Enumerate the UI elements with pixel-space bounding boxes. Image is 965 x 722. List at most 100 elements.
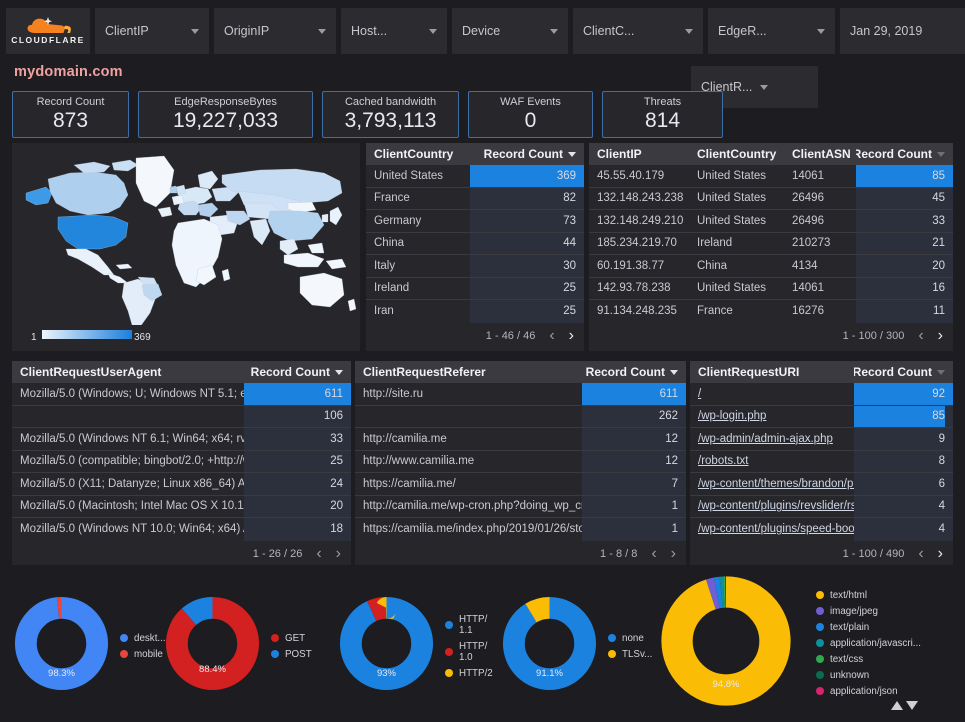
donut-device-type[interactable]: 98.3% (12, 594, 111, 698)
legend-item[interactable]: mobile (120, 649, 166, 660)
legend-item[interactable]: image/jpeg (816, 606, 921, 617)
filter-originip[interactable]: OriginIP (214, 8, 336, 54)
table-row[interactable]: /wp-content/themes/brandon/plu... 6 (690, 473, 953, 496)
table-row[interactable]: https://camilia.me/ 7 (355, 473, 686, 496)
legend-item[interactable]: application/javascri... (816, 638, 921, 649)
table-row[interactable]: 60.191.38.77 China 4134 20 (589, 255, 953, 278)
legend-item[interactable]: application/json (816, 686, 921, 697)
world-choropleth-map[interactable] (12, 145, 360, 325)
table-row[interactable]: 142.93.78.238 United States 14061 16 (589, 277, 953, 300)
donut-svg[interactable] (500, 594, 599, 693)
legend-item[interactable]: none (608, 633, 652, 644)
cell-uri[interactable]: /robots.txt (698, 455, 749, 468)
filter-edgeresponse[interactable]: EdgeR... (708, 8, 835, 54)
donut-content-type[interactable]: 94.8% (658, 573, 794, 714)
table-row[interactable]: https://camilia.me/index.php/2019/01/26/… (355, 518, 686, 541)
table-client-country[interactable]: ClientCountry Record Count United States… (366, 143, 584, 351)
table-row[interactable]: 132.148.249.210 United States 26496 33 (589, 210, 953, 233)
filter-device[interactable]: Device (452, 8, 568, 54)
col-header-record-count[interactable]: Record Count (856, 147, 953, 161)
prev-page-icon[interactable]: ‹ (651, 544, 657, 562)
col-header-record-count[interactable]: Record Count (244, 365, 351, 379)
sort-ascending-icon[interactable] (891, 701, 903, 710)
table-row[interactable]: 106 (12, 405, 351, 428)
table-row[interactable]: / 92 (690, 383, 953, 406)
col-header-clientcountry[interactable]: ClientCountry (374, 147, 454, 161)
cell-uri[interactable]: /wp-content/plugins/speed-booste... (698, 523, 854, 536)
legend-item[interactable]: GET (271, 633, 312, 644)
col-header-referer[interactable]: ClientRequestReferer (363, 365, 486, 379)
legend-item[interactable]: HTTP/ 1.1 (445, 614, 493, 636)
table-row[interactable]: http://www.camilia.me 12 (355, 450, 686, 473)
table-row[interactable]: France 82 (366, 187, 584, 210)
cell-uri[interactable]: / (698, 387, 702, 400)
cell-uri[interactable]: /wp-content/themes/brandon/plu... (698, 477, 854, 490)
table-row[interactable]: 45.55.40.179 United States 14061 85 (589, 165, 953, 188)
filter-clientcountry[interactable]: ClientC... (573, 8, 703, 54)
donut-svg[interactable] (12, 594, 111, 693)
table-row[interactable]: 185.234.219.70 Ireland 210273 21 (589, 232, 953, 255)
table-row[interactable]: /wp-content/plugins/speed-booste... 4 (690, 518, 953, 541)
table-row[interactable]: /wp-admin/admin-ajax.php 9 (690, 428, 953, 451)
next-page-icon[interactable]: › (335, 544, 341, 562)
cell-uri[interactable]: /wp-content/plugins/revslider/rs-p... (698, 500, 854, 513)
table-row[interactable]: Mozilla/5.0 (Windows NT 6.1; Win64; x64;… (12, 428, 351, 451)
table-row[interactable]: /wp-content/plugins/revslider/rs-p... 4 (690, 495, 953, 518)
cell-uri[interactable]: /wp-admin/admin-ajax.php (698, 432, 833, 445)
table-row[interactable]: China 44 (366, 232, 584, 255)
table-client-request-referer[interactable]: ClientRequestReferer Record Count http:/… (355, 361, 686, 565)
cell-uri[interactable]: /wp-login.php (698, 410, 767, 423)
legend-item[interactable]: HTTP/2 (445, 668, 493, 679)
legend-item[interactable]: POST (271, 649, 312, 660)
prev-page-icon[interactable]: ‹ (918, 326, 924, 344)
table-row[interactable]: United States 369 (366, 165, 584, 188)
table-client-request-user-agent[interactable]: ClientRequestUserAgent Record Count Mozi… (12, 361, 351, 565)
table-client-ip[interactable]: ClientIP ClientCountry ClientASN Record … (589, 143, 953, 351)
table-row[interactable]: /wp-login.php 85 (690, 405, 953, 428)
legend-item[interactable]: text/plain (816, 622, 921, 633)
donut-http-method[interactable]: 88.4% (163, 594, 262, 698)
legend-item[interactable]: deskt... (120, 633, 166, 644)
donut-svg[interactable] (658, 573, 794, 709)
legend-item[interactable]: text/css (816, 654, 921, 665)
table-row[interactable]: Mozilla/5.0 (compatible; bingbot/2.0; +h… (12, 450, 351, 473)
prev-page-icon[interactable]: ‹ (316, 544, 322, 562)
filter-clientip[interactable]: ClientIP (95, 8, 209, 54)
donut-svg[interactable] (163, 594, 262, 693)
col-header-record-count[interactable]: Record Count (470, 147, 584, 161)
table-row[interactable]: Italy 30 (366, 255, 584, 278)
prev-page-icon[interactable]: ‹ (918, 544, 924, 562)
legend-item[interactable]: TLSv... (608, 649, 652, 660)
col-header-clientip[interactable]: ClientIP (597, 147, 642, 161)
donut-tls-version[interactable]: 91.1% (500, 594, 599, 698)
col-header-uri[interactable]: ClientRequestURI (698, 365, 800, 379)
table-client-request-uri[interactable]: ClientRequestURI Record Count / 92 /wp-l… (690, 361, 953, 565)
next-page-icon[interactable]: › (937, 544, 943, 562)
col-header-record-count[interactable]: Record Count (582, 365, 686, 379)
donut-http-protocol[interactable]: 93% (337, 594, 436, 698)
table-row[interactable]: 132.148.243.238 United States 26496 45 (589, 187, 953, 210)
col-header-clientcountry[interactable]: ClientCountry (697, 147, 777, 161)
table-row[interactable]: http://camilia.me/wp-cron.php?doing_wp_c… (355, 495, 686, 518)
legend-item[interactable]: unknown (816, 670, 921, 681)
sort-descending-icon[interactable] (906, 701, 918, 710)
table-row[interactable]: 262 (355, 405, 686, 428)
donut-svg[interactable] (337, 594, 436, 693)
legend-item[interactable]: text/html (816, 590, 921, 601)
next-page-icon[interactable]: › (568, 326, 574, 344)
table-row[interactable]: 91.134.248.235 France 16276 11 (589, 300, 953, 323)
filter-host[interactable]: Host... (341, 8, 447, 54)
table-row[interactable]: Iran 25 (366, 300, 584, 323)
table-row[interactable]: Ireland 25 (366, 277, 584, 300)
prev-page-icon[interactable]: ‹ (549, 326, 555, 344)
table-row[interactable]: Mozilla/5.0 (Windows; U; Windows NT 5.1;… (12, 383, 351, 406)
table-row[interactable]: Mozilla/5.0 (X11; Datanyze; Linux x86_64… (12, 473, 351, 496)
filter-date-range[interactable]: Jan 29, 2019 (840, 8, 965, 54)
table-row[interactable]: http://site.ru 611 (355, 383, 686, 406)
next-page-icon[interactable]: › (937, 326, 943, 344)
table-row[interactable]: Germany 73 (366, 210, 584, 233)
table-row[interactable]: Mozilla/5.0 (Windows NT 10.0; Win64; x64… (12, 518, 351, 541)
next-page-icon[interactable]: › (670, 544, 676, 562)
table-row[interactable]: Mozilla/5.0 (Macintosh; Intel Mac OS X 1… (12, 495, 351, 518)
table-row[interactable]: http://camilia.me 12 (355, 428, 686, 451)
